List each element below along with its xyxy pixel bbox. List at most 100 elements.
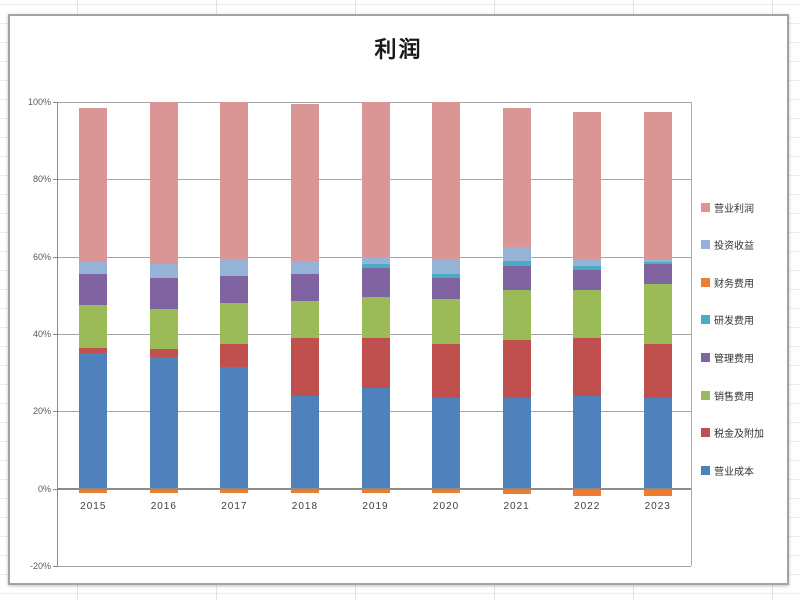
bar-segment-operating-cost-2015[interactable] — [79, 353, 108, 489]
bar-segment-operating-cost-2017[interactable] — [220, 366, 249, 489]
legend-swatch-icon — [701, 240, 710, 250]
bar-segment-admin-expenses-2016[interactable] — [149, 277, 178, 309]
legend-item-investment-income[interactable]: 投资收益 — [701, 238, 754, 252]
bar-segment-admin-expenses-2020[interactable] — [432, 277, 461, 300]
bar-segment-finance-expenses-2021[interactable] — [502, 488, 531, 495]
bar-segment-operating-profit-2016[interactable] — [149, 102, 178, 265]
bar-segment-investment-income-2015[interactable] — [79, 262, 108, 275]
legend-label: 税金及附加 — [714, 429, 764, 441]
legend-item-finance-expenses[interactable]: 财务费用 — [701, 275, 754, 290]
bar-segment-investment-income-2019[interactable] — [361, 256, 390, 265]
bar-segment-admin-expenses-2018[interactable] — [290, 274, 319, 302]
bar-segment-admin-expenses-2017[interactable] — [220, 276, 249, 304]
bar-2021[interactable] — [502, 102, 531, 566]
bar-segment-admin-expenses-2023[interactable] — [643, 264, 672, 284]
bar-segment-selling-expenses-2019[interactable] — [361, 297, 390, 338]
legend-item-taxes-surcharges[interactable]: 税金及附加 — [701, 426, 764, 440]
bar-segment-operating-profit-2017[interactable] — [220, 102, 249, 259]
bar-segment-finance-expenses-2019[interactable] — [361, 488, 390, 493]
bar-segment-finance-expenses-2023[interactable] — [643, 488, 672, 497]
y-axis-tick — [53, 179, 58, 181]
bar-segment-investment-income-2023[interactable] — [643, 258, 672, 263]
bar-segment-operating-profit-2023[interactable] — [643, 111, 672, 259]
bar-segment-operating-cost-2022[interactable] — [573, 395, 602, 489]
bar-segment-investment-income-2022[interactable] — [573, 258, 602, 267]
legend-item-operating-profit[interactable]: 营业利润 — [701, 200, 754, 215]
bar-segment-operating-cost-2019[interactable] — [361, 388, 390, 489]
legend-swatch-icon — [701, 202, 710, 212]
bar-segment-admin-expenses-2021[interactable] — [502, 266, 531, 290]
bar-segment-finance-expenses-2017[interactable] — [220, 488, 249, 493]
bar-2022[interactable] — [573, 102, 602, 566]
legend-item-rd-expenses[interactable]: 研发费用 — [701, 313, 754, 327]
bar-segment-selling-expenses-2023[interactable] — [643, 283, 672, 344]
legend-label: 财务费用 — [714, 278, 754, 290]
x-axis-label-2019: 2019 — [362, 500, 389, 512]
bar-segment-investment-income-2016[interactable] — [149, 264, 178, 278]
bar-segment-selling-expenses-2017[interactable] — [220, 303, 249, 344]
bar-segment-investment-income-2021[interactable] — [502, 247, 531, 261]
bar-segment-taxes-surcharges-2019[interactable] — [361, 337, 390, 389]
bar-segment-rd-expenses-2022[interactable] — [573, 266, 602, 271]
bar-segment-taxes-surcharges-2018[interactable] — [290, 337, 319, 396]
bar-segment-finance-expenses-2018[interactable] — [290, 488, 319, 493]
bar-segment-operating-profit-2018[interactable] — [290, 103, 319, 261]
bar-2023[interactable] — [643, 102, 672, 566]
bar-segment-finance-expenses-2020[interactable] — [432, 488, 461, 493]
bar-segment-finance-expenses-2016[interactable] — [149, 488, 178, 493]
bar-segment-taxes-surcharges-2023[interactable] — [643, 343, 672, 398]
bar-segment-investment-income-2018[interactable] — [290, 260, 319, 275]
bar-segment-finance-expenses-2022[interactable] — [573, 488, 602, 497]
legend-swatch-icon — [701, 315, 710, 325]
bar-segment-operating-cost-2023[interactable] — [643, 397, 672, 489]
bar-segment-investment-income-2017[interactable] — [220, 258, 249, 276]
legend-label: 营业利润 — [714, 203, 754, 215]
bar-segment-operating-cost-2018[interactable] — [290, 395, 319, 489]
plot-area: 100% 80% 60% 40% 20% 0% -20% 2015 2016 2017 2018 20… — [28, 97, 692, 571]
bar-segment-selling-expenses-2018[interactable] — [290, 301, 319, 338]
bar-segment-operating-cost-2016[interactable] — [149, 357, 178, 489]
bar-segment-investment-income-2020[interactable] — [432, 258, 461, 275]
bar-segment-operating-profit-2021[interactable] — [502, 107, 531, 247]
bar-segment-selling-expenses-2022[interactable] — [573, 289, 602, 338]
bar-2020[interactable] — [432, 102, 461, 566]
bar-segment-taxes-surcharges-2020[interactable] — [432, 343, 461, 398]
bar-segment-operating-profit-2020[interactable] — [432, 102, 461, 259]
bar-segment-selling-expenses-2015[interactable] — [79, 305, 108, 348]
bar-segment-admin-expenses-2019[interactable] — [361, 268, 390, 298]
legend-item-selling-expenses[interactable]: 销售费用 — [701, 388, 754, 403]
bar-segment-operating-profit-2022[interactable] — [573, 111, 602, 259]
bar-segment-operating-cost-2020[interactable] — [432, 397, 461, 489]
bar-segment-taxes-surcharges-2021[interactable] — [502, 339, 531, 398]
legend-item-operating-cost[interactable]: 营业成本 — [701, 463, 754, 478]
bar-segment-admin-expenses-2015[interactable] — [79, 274, 108, 305]
bar-segment-rd-expenses-2023[interactable] — [643, 262, 672, 265]
x-axis-label-2020: 2020 — [432, 500, 460, 512]
bar-segment-rd-expenses-2020[interactable] — [432, 274, 461, 278]
bar-segment-finance-expenses-2015[interactable] — [79, 488, 108, 493]
legend-item-admin-expenses[interactable]: 管理费用 — [701, 350, 754, 365]
bar-segment-selling-expenses-2020[interactable] — [432, 299, 461, 344]
bar-segment-operating-profit-2015[interactable] — [79, 107, 108, 263]
bar-segment-taxes-surcharges-2022[interactable] — [573, 337, 602, 396]
legend-swatch-icon — [701, 390, 710, 400]
bar-segment-operating-profit-2019[interactable] — [361, 102, 390, 257]
bar-segment-taxes-surcharges-2017[interactable] — [220, 343, 249, 367]
bar-2019[interactable] — [361, 102, 390, 566]
bar-segment-rd-expenses-2019[interactable] — [361, 264, 390, 269]
bar-segment-taxes-surcharges-2015[interactable] — [79, 347, 108, 354]
y-axis-label: 0% — [37, 483, 51, 494]
bar-2015[interactable] — [79, 102, 108, 566]
bar-segment-admin-expenses-2022[interactable] — [573, 270, 602, 290]
bar-segment-rd-expenses-2021[interactable] — [502, 260, 531, 267]
bar-segment-selling-expenses-2016[interactable] — [149, 308, 178, 350]
bar-2018[interactable] — [290, 102, 319, 566]
bar-2017[interactable] — [220, 102, 249, 566]
bar-segment-selling-expenses-2021[interactable] — [502, 289, 531, 340]
bar-segment-taxes-surcharges-2016[interactable] — [149, 349, 178, 358]
chart-container[interactable]: 利润 100% 80% 60% 40% 20% 0% -20% 2015 2016 2017 201… — [8, 14, 789, 585]
bar-2016[interactable] — [149, 102, 178, 566]
bar-segment-operating-cost-2021[interactable] — [502, 397, 531, 489]
y-axis-label: 40% — [32, 329, 51, 339]
